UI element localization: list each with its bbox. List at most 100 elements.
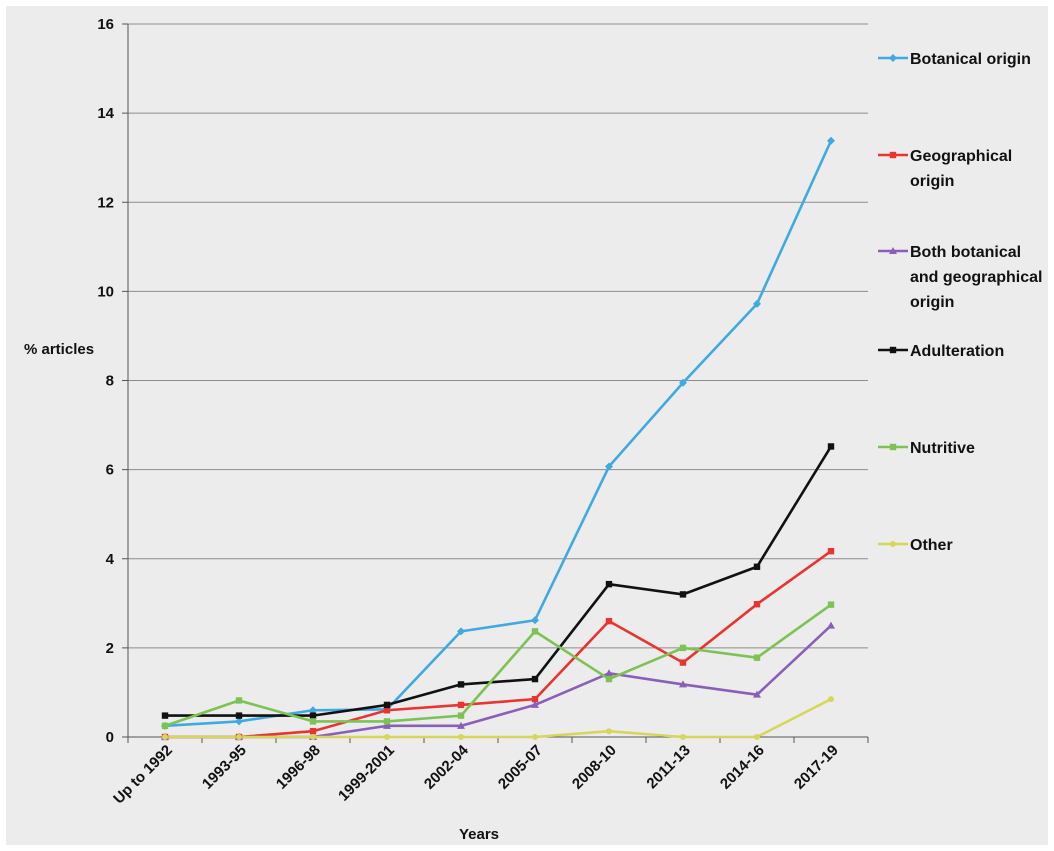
- series-lines: [163, 139, 833, 739]
- data-point: [531, 700, 539, 708]
- y-tick-label: 2: [106, 640, 114, 657]
- axes: [122, 23, 869, 743]
- data-point: [236, 734, 242, 740]
- legend-label: Botanical origin: [910, 51, 1031, 68]
- y-tick-label: 10: [97, 283, 114, 300]
- data-point: [605, 462, 613, 471]
- data-point: [532, 734, 538, 740]
- data-point: [383, 701, 391, 709]
- y-tick-label: 12: [97, 194, 114, 211]
- x-tick-labels: Up to 1992 1993-95 1996-98 1999-2001 2002-04…: [110, 741, 842, 807]
- data-point: [384, 734, 390, 740]
- legend-label: origin: [910, 173, 954, 190]
- y-tick-label: 4: [106, 551, 115, 568]
- data-point: [605, 580, 613, 588]
- data-point: [162, 734, 168, 740]
- data-point: [606, 728, 612, 735]
- data-point: [310, 734, 316, 740]
- data-point: [383, 707, 391, 714]
- data-point: [680, 734, 686, 740]
- legend-label: origin: [910, 294, 954, 311]
- data-point: [605, 675, 613, 683]
- x-tick-label: 2002-04: [421, 741, 472, 792]
- legend-label: Adulteration: [910, 343, 1004, 360]
- data-point: [309, 728, 317, 735]
- data-point: [827, 621, 835, 629]
- x-tick-label: 1996-98: [273, 742, 324, 793]
- legend-label: Geographical: [910, 148, 1012, 165]
- data-point: [605, 669, 613, 677]
- y-tick-label: 14: [97, 105, 114, 122]
- series-line-3: [163, 445, 833, 717]
- x-tick-label: 1999-2001: [335, 742, 398, 805]
- y-tick-label: 16: [97, 16, 114, 33]
- data-point: [827, 443, 835, 450]
- data-point: [679, 591, 687, 598]
- data-point: [531, 616, 539, 625]
- data-point: [383, 721, 391, 729]
- data-point: [753, 563, 761, 570]
- x-tick-label: 2008-10: [569, 742, 620, 793]
- data-point: [605, 617, 613, 625]
- legend-swatch-marker: [889, 54, 897, 62]
- data-point: [457, 701, 465, 709]
- y-tick-label: 0: [106, 729, 114, 746]
- data-point: [753, 690, 761, 698]
- data-point: [827, 601, 835, 608]
- data-point: [383, 718, 391, 725]
- line-chart: 0 2 4 6 8 10 12 14 16 Up to 1992 1993-95 1996-98 19…: [24, 16, 1042, 843]
- data-point: [309, 706, 317, 715]
- x-tick-label: 2005-07: [495, 742, 546, 793]
- data-point: [235, 717, 243, 726]
- data-point: [457, 627, 465, 636]
- data-point: [161, 722, 169, 730]
- legend: Botanical origin Geographical origin Both b…: [878, 51, 1042, 554]
- data-point: [309, 718, 317, 725]
- legend-swatch-marker: [889, 346, 897, 354]
- series-line-1: [163, 549, 833, 739]
- series-markers: [161, 136, 835, 741]
- x-axis-title: Years: [459, 826, 499, 843]
- y-axis-title: % articles: [24, 341, 94, 358]
- legend-label: Nutritive: [910, 440, 975, 457]
- legend-label: and geographical: [910, 269, 1042, 286]
- chart-frame: 0 2 4 6 8 10 12 14 16 Up to 1992 1993-95 1996-98 19…: [6, 6, 1048, 845]
- data-point: [827, 547, 835, 555]
- y-tick-label: 6: [106, 462, 114, 479]
- data-point: [309, 712, 317, 719]
- data-point: [679, 644, 687, 652]
- y-tick-label: 8: [106, 373, 114, 390]
- series-line-5: [163, 697, 833, 739]
- data-point: [531, 695, 539, 703]
- data-point: [235, 697, 243, 704]
- legend-swatch-marker: [890, 541, 896, 547]
- legend-swatch-marker: [889, 151, 897, 159]
- x-tick-label: 2014-16: [717, 742, 768, 793]
- data-point: [679, 659, 687, 666]
- x-tick-label: 2011-13: [643, 742, 693, 792]
- data-point: [753, 654, 761, 661]
- data-point: [457, 712, 465, 719]
- data-point: [161, 712, 169, 719]
- x-tick-label: 2017-19: [791, 742, 842, 793]
- data-point: [754, 734, 760, 740]
- legend-label: Both botanical: [910, 244, 1021, 261]
- legend-swatch-marker: [889, 247, 897, 254]
- data-point: [458, 734, 464, 740]
- series-line-0: [163, 139, 833, 728]
- data-point: [753, 601, 761, 608]
- data-point: [828, 696, 834, 703]
- data-point: [827, 136, 835, 145]
- data-point: [235, 712, 243, 719]
- legend-swatch-marker: [889, 443, 897, 451]
- gridlines: [128, 23, 868, 649]
- data-point: [679, 378, 687, 387]
- data-point: [531, 628, 539, 635]
- series-line-4: [163, 603, 833, 728]
- y-tick-labels: 0 2 4 6 8 10 12 14 16: [97, 16, 114, 746]
- x-tick-label: Up to 1992: [110, 742, 176, 808]
- legend-label: Other: [910, 537, 953, 554]
- data-point: [753, 299, 761, 308]
- data-point: [531, 675, 539, 683]
- data-point: [457, 681, 465, 688]
